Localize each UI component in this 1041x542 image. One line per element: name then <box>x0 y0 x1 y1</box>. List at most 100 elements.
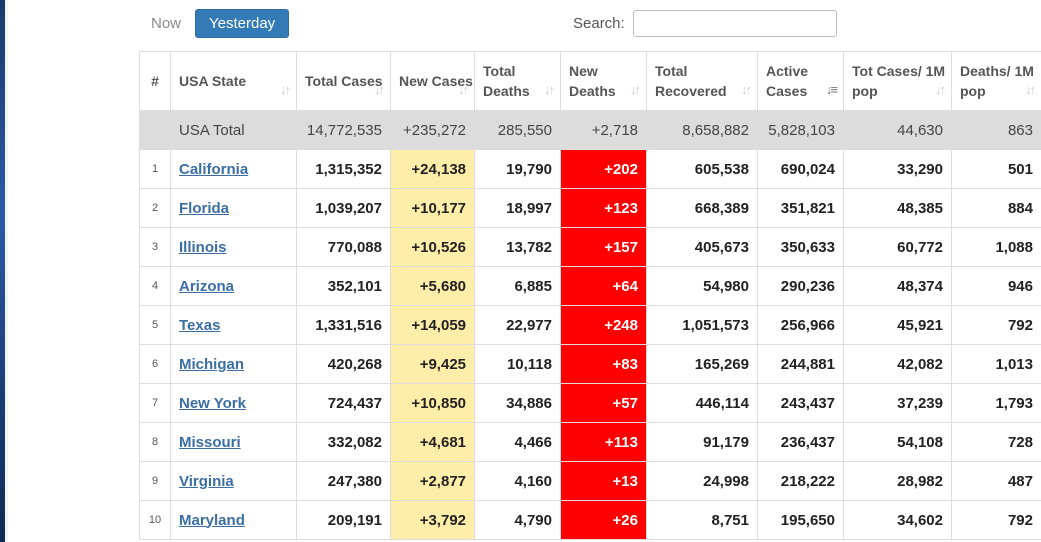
deaths-per-million-cell: 1,088 <box>951 227 1041 267</box>
total-new-cases: +235,272 <box>390 110 475 150</box>
sort-icon: ↓↑ <box>630 81 641 97</box>
cases-per-million-cell: 34,602 <box>843 500 952 540</box>
cases-per-million-cell: 60,772 <box>843 227 952 267</box>
search-input[interactable] <box>632 10 837 37</box>
total-new-deaths: +2,718 <box>560 110 647 150</box>
total-deaths-cell: 4,466 <box>474 422 561 462</box>
active-cases-cell: 236,437 <box>757 422 844 462</box>
deaths-per-million-cell: 884 <box>951 188 1041 228</box>
active-cases-cell: 218,222 <box>757 461 844 501</box>
deaths-per-million-cell: 946 <box>951 266 1041 306</box>
state-link[interactable]: Texas <box>179 316 221 334</box>
day-toggle: Now Yesterday <box>139 9 290 38</box>
new-cases-cell: +4,681 <box>390 422 475 462</box>
deaths-per-million-cell: 792 <box>951 500 1041 540</box>
new-deaths-cell: +26 <box>560 500 647 540</box>
state-link[interactable]: Florida <box>179 199 230 217</box>
new-cases-cell: +3,792 <box>390 500 475 540</box>
state-link[interactable]: Arizona <box>179 277 235 295</box>
total-deaths-cell: 22,977 <box>474 305 561 345</box>
header-label: Deaths/ 1M pop <box>960 62 1034 99</box>
cases-per-million-cell: 37,239 <box>843 383 952 423</box>
cases-per-million-cell: 48,374 <box>843 266 952 306</box>
total-recovered-cell: 91,179 <box>646 422 758 462</box>
active-cases-cell: 351,821 <box>757 188 844 228</box>
new-cases-cell: +14,059 <box>390 305 475 345</box>
sort-icon: ↓↑ <box>741 81 752 97</box>
state-link[interactable]: New York <box>179 394 246 412</box>
state-link[interactable]: Maryland <box>179 511 245 529</box>
total-recovered-cell: 8,751 <box>646 500 758 540</box>
state-name-cell: Virginia <box>170 461 297 501</box>
usa-total-row: USA Total 14,772,535 +235,272 285,550 +2… <box>139 110 1041 150</box>
table-row: 1 California 1,315,352 +24,138 19,790 +202 605… <box>139 149 1041 189</box>
row-index: 3 <box>139 227 171 267</box>
total-recovered-cell: 54,980 <box>646 266 758 306</box>
total-deaths-cell: 10,118 <box>474 344 561 384</box>
header-index[interactable]: # <box>139 51 171 112</box>
cases-per-million-cell: 54,108 <box>843 422 952 462</box>
new-deaths-cell: +13 <box>560 461 647 501</box>
state-link[interactable]: Michigan <box>179 355 245 373</box>
active-cases-cell: 256,966 <box>757 305 844 345</box>
header-total-cases[interactable]: Total Cases ↓↑ <box>296 51 391 112</box>
row-index: 8 <box>139 422 171 462</box>
deaths-per-million-cell: 792 <box>951 305 1041 345</box>
header-label: New Cases <box>399 72 473 89</box>
header-cases-per-million[interactable]: Tot Cases/ 1M pop ↓↑ <box>843 51 952 112</box>
state-link[interactable]: California <box>179 160 249 178</box>
total-recovered-cell: 405,673 <box>646 227 758 267</box>
active-cases-cell: 290,236 <box>757 266 844 306</box>
total-deaths-cell: 4,790 <box>474 500 561 540</box>
yesterday-button[interactable]: Yesterday <box>195 9 290 38</box>
total-total-cases: 14,772,535 <box>296 110 391 150</box>
cases-per-million-cell: 28,982 <box>843 461 952 501</box>
sort-descending-icon: ↓≡ <box>825 81 838 97</box>
row-index: 1 <box>139 149 171 189</box>
new-deaths-cell: +202 <box>560 149 647 189</box>
header-state[interactable]: USA State ↓↑ <box>170 51 297 112</box>
header-new-cases[interactable]: New Cases ↓↑ <box>390 51 475 112</box>
new-cases-cell: +10,526 <box>390 227 475 267</box>
now-button[interactable]: Now <box>151 15 182 32</box>
sort-icon: ↓↑ <box>544 81 555 97</box>
state-name-cell: Texas <box>170 305 297 345</box>
row-index: 7 <box>139 383 171 423</box>
header-total-recovered[interactable]: Total Recovered ↓↑ <box>646 51 758 112</box>
sort-icon: ↓↑ <box>935 81 946 97</box>
new-cases-cell: +5,680 <box>390 266 475 306</box>
desktop-background-edge <box>0 0 5 542</box>
total-index-cell <box>139 110 171 150</box>
total-cases-cell: 1,315,352 <box>296 149 391 189</box>
row-index: 6 <box>139 344 171 384</box>
table-row: 8 Missouri 332,082 +4,681 4,466 +113 91,179 236… <box>139 422 1041 462</box>
state-link[interactable]: Missouri <box>179 433 241 451</box>
total-deaths-cell: 13,782 <box>474 227 561 267</box>
header-total-deaths[interactable]: Total Deaths ↓↑ <box>474 51 561 112</box>
header-label: Tot Cases/ 1M pop <box>852 62 946 99</box>
header-label: Total Cases <box>305 72 383 89</box>
new-deaths-cell: +57 <box>560 383 647 423</box>
states-table: # USA State ↓↑ Total Cases ↓↑ New Cases ↓↑ … <box>139 51 1041 540</box>
header-label: # <box>151 72 159 89</box>
search-label: Search: <box>573 15 625 32</box>
header-deaths-per-million[interactable]: Deaths/ 1M pop ↓↑ <box>951 51 1041 112</box>
deaths-per-million-cell: 501 <box>951 149 1041 189</box>
new-cases-cell: +24,138 <box>390 149 475 189</box>
total-cases-per-million: 44,630 <box>843 110 952 150</box>
header-active-cases[interactable]: Active Cases ↓≡ <box>757 51 844 112</box>
state-link[interactable]: Virginia <box>179 472 234 490</box>
header-label: Total Deaths <box>483 62 530 99</box>
state-link[interactable]: Illinois <box>179 238 227 256</box>
sort-icon: ↓↑ <box>1025 81 1036 97</box>
total-recovered-cell: 446,114 <box>646 383 758 423</box>
header-new-deaths[interactable]: New Deaths ↓↑ <box>560 51 647 112</box>
new-deaths-cell: +83 <box>560 344 647 384</box>
state-name-cell: Florida <box>170 188 297 228</box>
total-recovered-cell: 605,538 <box>646 149 758 189</box>
state-name-cell: California <box>170 149 297 189</box>
header-row: # USA State ↓↑ Total Cases ↓↑ New Cases ↓↑ … <box>139 51 1041 112</box>
sort-icon: ↓↑ <box>280 81 291 97</box>
row-index: 2 <box>139 188 171 228</box>
total-recovered-cell: 668,389 <box>646 188 758 228</box>
